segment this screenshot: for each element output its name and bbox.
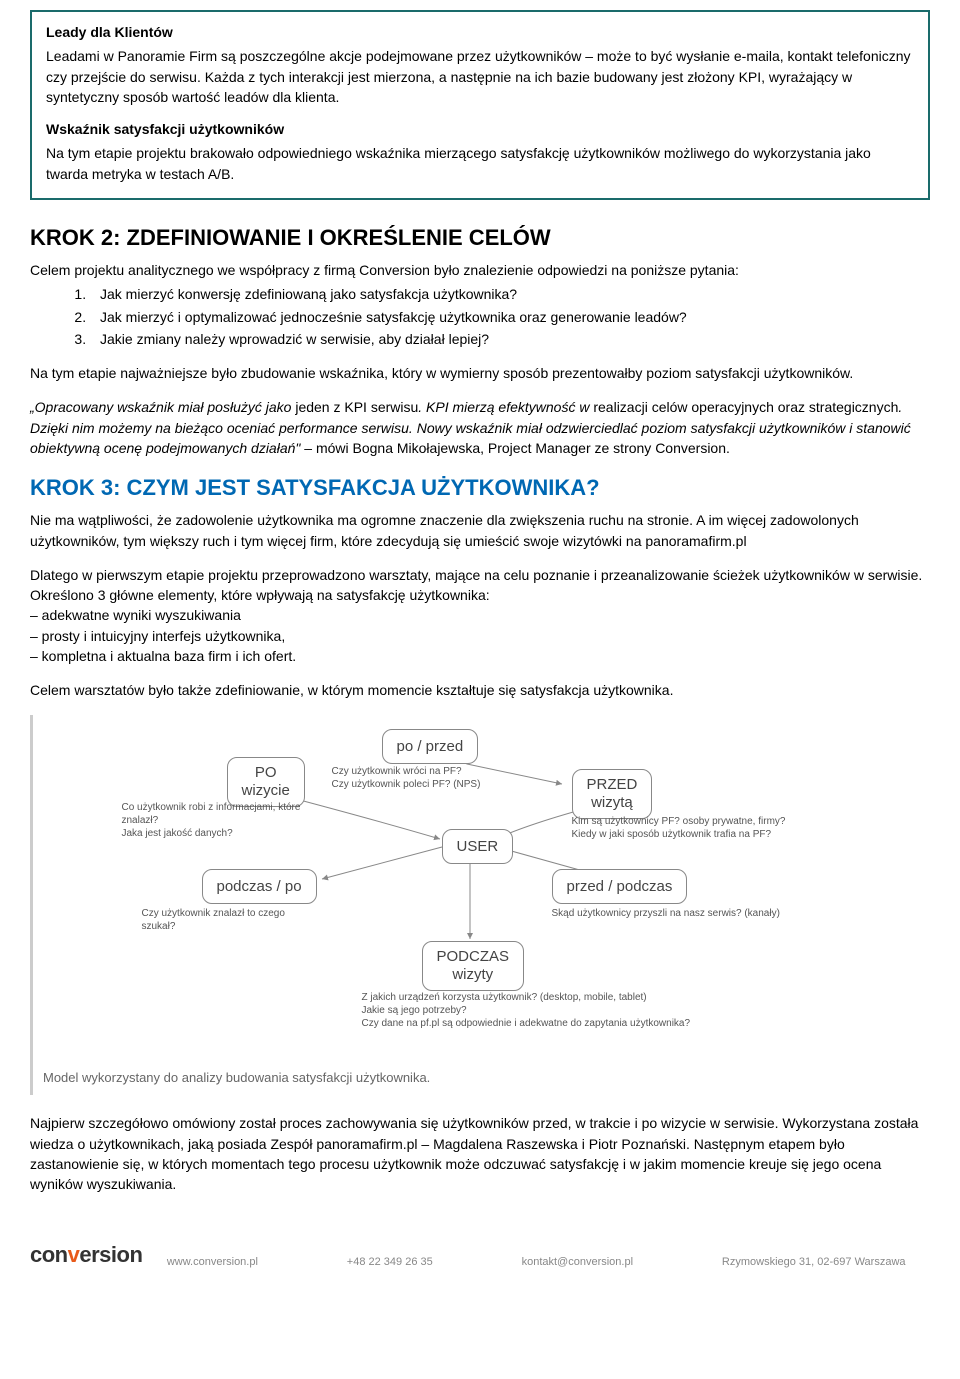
node-podczas-po: podczas / po [202,869,317,905]
label-podczas-wizyty: Z jakich urządzeń korzysta użytkownik? (… [362,991,692,1030]
quote-text-c: . KPI mierzą efektywność w [418,399,593,415]
step2-heading: KROK 2: ZDEFINIOWANIE I OKREŚLENIE CELÓW [30,222,930,254]
node-po-przed: po / przed [382,729,479,765]
step3-p1: Nie ma wątpliwości, że zadowolenie użytk… [30,510,930,551]
logo-part-v: v [68,1242,80,1267]
node-przed-podczas: przed / podczas [552,869,688,905]
box-para-2: Na tym etapie projektu brakowało odpowie… [46,143,914,184]
node-po-wizycie: PO wizycie [227,757,305,807]
info-box: Leady dla Klientów Leadami w Panoramie F… [30,10,930,200]
quote-text-e: operacyjnych oraz strategicznych [688,399,899,415]
quote-text-g: – mówi Bogna Mikołajewska, Project Manag… [300,440,730,456]
node-przed-wizyta: PRZED wizytą [572,769,653,819]
step3-heading: KROK 3: CZYM JEST SATYSFAKCJA UŻYTKOWNIK… [30,472,930,504]
label-po-przed: Czy użytkownik wróci na PF? Czy użytkown… [332,765,512,791]
logo-part-b: ersion [79,1242,142,1267]
step2-q1: Jak mierzyć konwersję zdefiniowaną jako … [90,284,930,304]
quote-text-d: realizacji celów [593,399,687,415]
quote-text-a: „Opracowany wskaźnik miał posłużyć jako [30,399,295,415]
label-podczas-po: Czy użytkownik znalazł to czego szukał? [142,907,322,933]
footer: conversion www.conversion.pl +48 22 349 … [30,1225,930,1271]
diagram: po / przed PO wizycie PRZED wizytą USER … [122,729,842,1059]
box-title-2: Wskaźnik satysfakcji użytkowników [46,119,914,139]
step2-list: Jak mierzyć konwersję zdefiniowaną jako … [90,284,930,349]
step3-p3: Określono 3 główne elementy, które wpływ… [30,585,930,605]
step3-b3: – kompletna i aktualna baza firm i ich o… [30,646,930,666]
footer-addr: Rzymowskiego 31, 02-697 Warszawa [722,1255,906,1271]
step2-q2: Jak mierzyć i optymalizować jednocześnie… [90,307,930,327]
step3-p2: Dlatego w pierwszym etapie projektu prze… [30,565,930,585]
logo-part-a: con [30,1242,68,1267]
footer-links: www.conversion.pl +48 22 349 26 35 konta… [142,1255,930,1271]
diagram-container: po / przed PO wizycie PRZED wizytą USER … [30,715,930,1096]
box-para-1: Leadami w Panoramie Firm są poszczególne… [46,46,914,107]
step2-q3: Jakie zmiany należy wprowadzić w serwisi… [90,329,930,349]
label-przed-wizyta: Kim są użytkownicy PF? osoby prywatne, f… [572,815,802,841]
quote-text-b: jeden z KPI serwisu [295,399,418,415]
footer-web: www.conversion.pl [167,1255,258,1271]
node-user: USER [442,829,514,865]
step3-b2: – prosty i intuicyjny interfejs użytkown… [30,626,930,646]
label-po-wizycie: Co użytkownik robi z informacjami, które… [122,801,322,840]
step2-quote: „Opracowany wskaźnik miał posłużyć jako … [30,397,930,458]
logo: conversion [30,1239,142,1271]
footer-phone: +48 22 349 26 35 [347,1255,433,1271]
step3-p4: Celem warsztatów było także zdefiniowani… [30,680,930,700]
label-przed-podczas: Skąd użytkownicy przyszli na nasz serwis… [552,907,782,920]
step2-p1: Na tym etapie najważniejsze było zbudowa… [30,363,930,383]
diagram-caption: Model wykorzystany do analizy budowania … [43,1069,920,1088]
footer-email: kontakt@conversion.pl [522,1255,633,1271]
box-title-1: Leady dla Klientów [46,22,914,42]
step2-intro: Celem projektu analitycznego we współpra… [30,260,930,280]
closing-para: Najpierw szczegółowo omówiony został pro… [30,1113,930,1194]
node-podczas-wizyty: PODCZAS wizyty [422,941,525,991]
step3-b1: – adekwatne wyniki wyszukiwania [30,605,930,625]
